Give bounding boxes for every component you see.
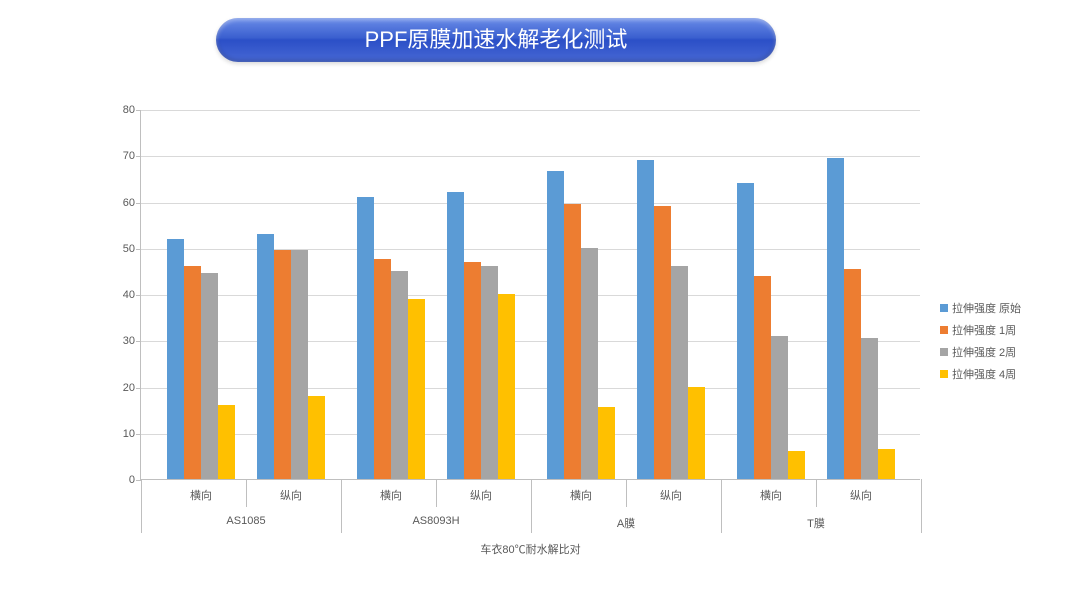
x-tick [531, 479, 532, 533]
x-sub-label: 纵向 [850, 487, 872, 503]
legend-swatch [940, 348, 948, 356]
bar [201, 273, 218, 479]
bar [827, 158, 844, 479]
plot-area: 车衣80℃耐水解比对 01020304050607080AS1085横向纵向AS… [140, 110, 920, 480]
legend-item: 拉伸强度 2周 [940, 344, 1021, 360]
ytick-mark [136, 388, 141, 389]
bar [737, 183, 754, 479]
x-sub-label: 纵向 [660, 487, 682, 503]
legend-label: 拉伸强度 2周 [952, 344, 1016, 360]
bar [257, 234, 274, 479]
x-sub-label: 横向 [570, 487, 592, 503]
bar [688, 387, 705, 480]
ytick-label: 10 [105, 428, 135, 440]
bar [878, 449, 895, 479]
bar [464, 262, 481, 479]
bar [357, 197, 374, 479]
x-sub-label: 横向 [380, 487, 402, 503]
ytick-mark [136, 249, 141, 250]
ytick-mark [136, 203, 141, 204]
x-axis-title: 车衣80℃耐水解比对 [480, 541, 580, 557]
x-tick [141, 479, 142, 533]
bar [374, 259, 391, 479]
bar [598, 407, 615, 479]
bar [184, 266, 201, 479]
gridline [141, 156, 920, 157]
x-sub-label: 纵向 [470, 487, 492, 503]
x-tick [246, 479, 247, 507]
bar [564, 204, 581, 479]
bar [654, 206, 671, 479]
legend-swatch [940, 326, 948, 334]
x-tick [341, 479, 342, 533]
x-sub-label: 纵向 [280, 487, 302, 503]
legend-item: 拉伸强度 1周 [940, 322, 1021, 338]
bar [637, 160, 654, 479]
ytick-mark [136, 110, 141, 111]
bar [671, 266, 688, 479]
bar [581, 248, 598, 479]
bar [754, 276, 771, 480]
bar [218, 405, 235, 479]
bar [481, 266, 498, 479]
ytick-label: 80 [105, 104, 135, 116]
bar [167, 239, 184, 480]
bar [274, 250, 291, 479]
bar [308, 396, 325, 479]
legend-item: 拉伸强度 原始 [940, 300, 1021, 316]
ytick-label: 0 [105, 474, 135, 486]
ytick-label: 70 [105, 150, 135, 162]
bar [844, 269, 861, 479]
x-tick [721, 479, 722, 533]
legend-swatch [940, 370, 948, 378]
x-group-label: T膜 [807, 515, 825, 531]
ytick-mark [136, 156, 141, 157]
x-group-label: AS8093H [412, 515, 459, 527]
chart-title-pill: PPF原膜加速水解老化测试 [216, 18, 776, 62]
legend-label: 拉伸强度 4周 [952, 366, 1016, 382]
chart-title: PPF原膜加速水解老化测试 [365, 27, 628, 52]
bar [498, 294, 515, 479]
x-tick [816, 479, 817, 507]
legend-item: 拉伸强度 4周 [940, 366, 1021, 382]
ytick-label: 50 [105, 243, 135, 255]
bar [771, 336, 788, 479]
ytick-label: 30 [105, 335, 135, 347]
bar [861, 338, 878, 479]
gridline [141, 203, 920, 204]
ytick-mark [136, 295, 141, 296]
legend-label: 拉伸强度 1周 [952, 322, 1016, 338]
legend-swatch [940, 304, 948, 312]
chart-container: 车衣80℃耐水解比对 0 10 20 30 40 50 60 70 80 AS1085 横向 纵向 AS… [100, 100, 930, 570]
bar [788, 451, 805, 479]
bar [391, 271, 408, 479]
ytick-mark [136, 434, 141, 435]
gridline [141, 110, 920, 111]
ytick-mark [136, 341, 141, 342]
bar [291, 250, 308, 479]
legend: 拉伸强度 原始拉伸强度 1周拉伸强度 2周拉伸强度 4周 [940, 300, 1021, 388]
x-tick [921, 479, 922, 533]
x-group-label: AS1085 [226, 515, 265, 527]
bar [547, 171, 564, 479]
legend-label: 拉伸强度 原始 [952, 300, 1021, 316]
ytick-label: 20 [105, 382, 135, 394]
x-tick [436, 479, 437, 507]
bar [447, 192, 464, 479]
x-sub-label: 横向 [760, 487, 782, 503]
ytick-label: 60 [105, 197, 135, 209]
x-sub-label: 横向 [190, 487, 212, 503]
ytick-label: 40 [105, 289, 135, 301]
x-tick [626, 479, 627, 507]
bar [408, 299, 425, 479]
x-group-label: A膜 [617, 515, 635, 531]
